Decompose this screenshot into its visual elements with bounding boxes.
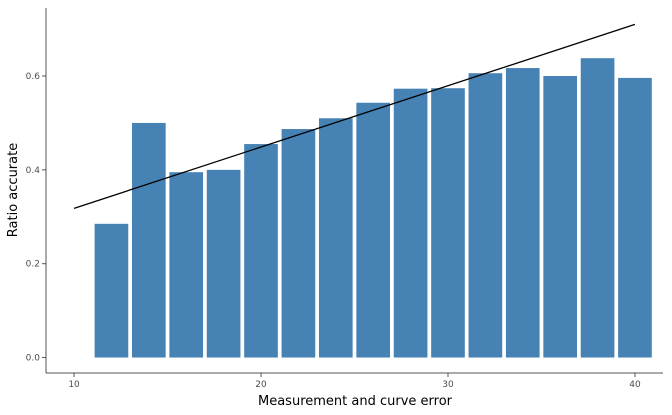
axes-group: 10 20 30 40 0.0 0.2 0.4 0.6 [26, 8, 663, 390]
bar-16 [169, 172, 204, 358]
bar-26 [356, 102, 391, 358]
bar-28 [393, 88, 428, 358]
x-tick-label: 30 [442, 380, 454, 390]
trend-line-group [73, 23, 636, 209]
x-tick-label: 20 [255, 380, 267, 390]
x-axis-title: Measurement and curve error [258, 394, 453, 409]
bar-12 [94, 223, 129, 358]
bar-20 [244, 144, 278, 358]
bar-32 [468, 73, 503, 358]
y-tick-label: 0.4 [26, 166, 41, 176]
y-tick-label: 0.0 [26, 354, 41, 364]
bar-30 [431, 88, 465, 358]
bar-14 [132, 122, 166, 358]
bars-group [94, 58, 652, 358]
bar-38 [580, 58, 615, 358]
y-tick-label: 0.6 [26, 72, 41, 82]
trend-line [73, 23, 636, 209]
bar-40 [618, 77, 652, 358]
bar-34 [505, 68, 540, 358]
bar-22 [281, 129, 316, 358]
x-tick-label: 10 [68, 380, 80, 390]
bar-18 [206, 169, 241, 358]
y-tick-label: 0.2 [26, 260, 40, 270]
bar-36 [543, 76, 577, 358]
y-axis-title: Ratio accurate [6, 143, 21, 237]
bar-24 [318, 118, 353, 358]
x-tick-label: 40 [629, 380, 641, 390]
